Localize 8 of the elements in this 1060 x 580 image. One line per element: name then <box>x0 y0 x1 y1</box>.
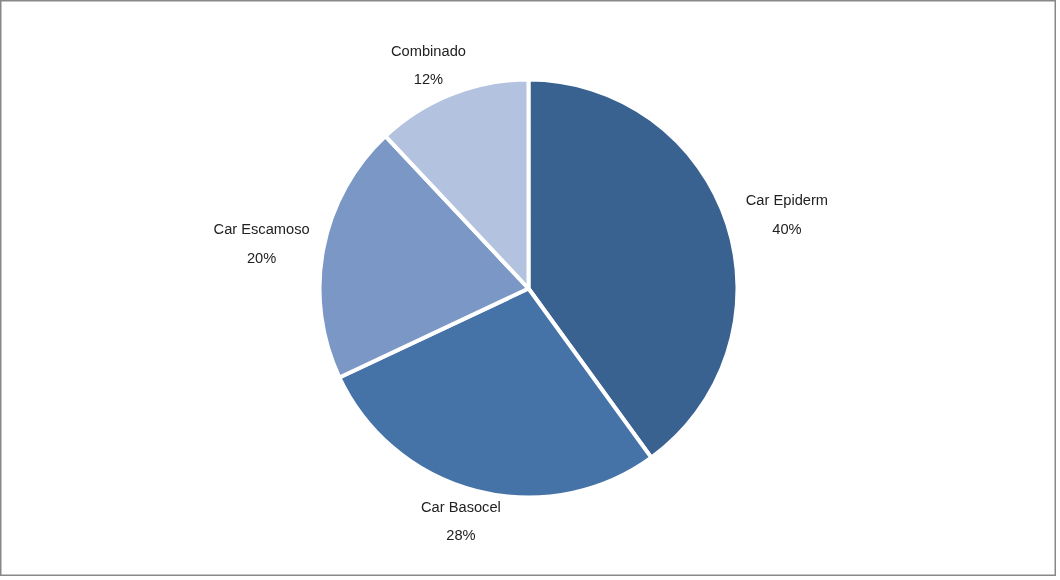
data-label: 20% <box>246 249 277 266</box>
data-label: 28% <box>446 527 476 544</box>
data-label: 40% <box>772 220 802 237</box>
slice-label: Car Escamoso <box>213 221 310 238</box>
slice-label: Car Basocel <box>421 498 501 515</box>
slice-label: Car Epiderm <box>745 191 829 208</box>
slice-label: Combinado <box>391 42 466 59</box>
data-label: 12% <box>413 71 444 88</box>
